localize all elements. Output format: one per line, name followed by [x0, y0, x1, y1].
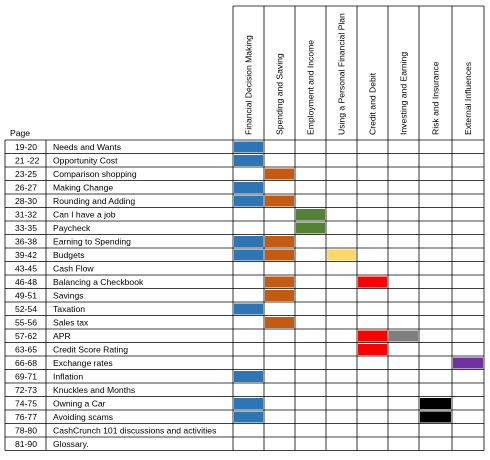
- coverage-cell: [358, 344, 387, 355]
- page-column-header: Page: [10, 128, 30, 138]
- page-range: 78-80: [15, 425, 37, 435]
- coverage-cell: [234, 182, 263, 193]
- topic-name: Cash Flow: [53, 263, 94, 273]
- coverage-cell: [234, 141, 263, 153]
- category-header: Investing and Earning: [399, 52, 409, 135]
- page-range: 72-73: [15, 385, 37, 395]
- topic-name: Rounding and Adding: [53, 196, 135, 206]
- page-range: 55-56: [15, 317, 37, 327]
- topic-name: Savings: [53, 290, 84, 300]
- coverage-cell: [296, 209, 325, 220]
- coverage-cell: [327, 249, 356, 261]
- coverage-cell: [234, 303, 263, 315]
- coverage-cell: [453, 357, 483, 369]
- category-header: External Influences: [463, 62, 473, 135]
- category-header: Using a Personal Financial Plan: [337, 13, 347, 135]
- coverage-cell: [420, 398, 451, 409]
- topic-name: Opportunity Cost: [53, 155, 118, 165]
- coverage-cell: [234, 155, 263, 166]
- page-range: 36-38: [15, 236, 37, 246]
- category-header: Employment and Income: [306, 40, 316, 135]
- topic-name: Earning to Spending: [53, 236, 131, 246]
- page-range: 52-54: [15, 304, 37, 314]
- page-range: 21 -22: [15, 155, 40, 165]
- topic-name: APR: [53, 331, 71, 341]
- coverage-cell: [234, 411, 263, 423]
- topic-name: Needs and Wants: [53, 142, 121, 152]
- topic-name: Exchange rates: [53, 358, 113, 368]
- category-header: Financial Decision Making: [244, 35, 254, 135]
- coverage-cell: [265, 317, 294, 328]
- page-range: 19-20: [15, 142, 37, 152]
- topic-name: Knuckles and Months: [53, 385, 135, 395]
- topic-name: Owning a Car: [53, 398, 106, 408]
- topic-name: Can I have a job: [53, 209, 116, 219]
- topic-name: Making Change: [53, 182, 113, 192]
- coverage-cell: [265, 276, 294, 288]
- category-header: Credit and Debit: [368, 72, 378, 135]
- page-range: 63-65: [15, 344, 37, 354]
- page-range: 46-48: [15, 277, 37, 287]
- page-range: 33-35: [15, 223, 37, 233]
- page-range: 74-75: [15, 398, 37, 408]
- coverage-cell: [265, 168, 294, 180]
- page-range: 23-25: [15, 169, 37, 179]
- coverage-cell: [234, 398, 263, 409]
- topic-name: Comparison shopping: [53, 169, 137, 179]
- coverage-cell: [265, 290, 294, 301]
- coverage-cell: [296, 222, 325, 234]
- coverage-cell: [389, 330, 418, 342]
- page-range: 26-27: [15, 182, 37, 192]
- coverage-cell: [234, 236, 263, 247]
- page-range: 43-45: [15, 263, 37, 273]
- page-range: 69-71: [15, 371, 37, 381]
- page-range: 39-42: [15, 250, 37, 260]
- topic-name: Sales tax: [53, 317, 89, 327]
- coverage-cell: [358, 276, 387, 288]
- topic-name: Avoiding scams: [53, 412, 113, 422]
- topic-name: CashCrunch 101 discussions and activitie…: [53, 425, 216, 435]
- coverage-cell: [234, 249, 263, 261]
- page-range: 81-90: [15, 439, 37, 449]
- category-header: Spending and Saving: [275, 53, 285, 135]
- coverage-cell: [420, 411, 451, 423]
- topic-name: Budgets: [53, 250, 85, 260]
- page-range: 57-62: [15, 331, 37, 341]
- page-range: 76-77: [15, 412, 37, 422]
- coverage-cell: [265, 236, 294, 247]
- coverage-cell: [265, 195, 294, 207]
- coverage-cell: [234, 195, 263, 207]
- topic-name: Taxation: [53, 304, 85, 314]
- coverage-cell: [358, 330, 387, 342]
- topic-name: Credit Score Rating: [53, 344, 128, 354]
- category-header: Risk and Insurance: [431, 61, 441, 135]
- page-range: 66-68: [15, 358, 37, 368]
- topic-name: Balancing a Checkbook: [53, 277, 144, 287]
- coverage-cell: [265, 249, 294, 261]
- topic-name: Inflation: [53, 371, 83, 381]
- page-range: 49-51: [15, 290, 37, 300]
- coverage-cell: [234, 371, 263, 382]
- topic-name: Glossary.: [53, 439, 89, 449]
- topic-name: Paycheck: [53, 223, 91, 233]
- page-range: 28-30: [15, 196, 37, 206]
- page-range: 31-32: [15, 209, 37, 219]
